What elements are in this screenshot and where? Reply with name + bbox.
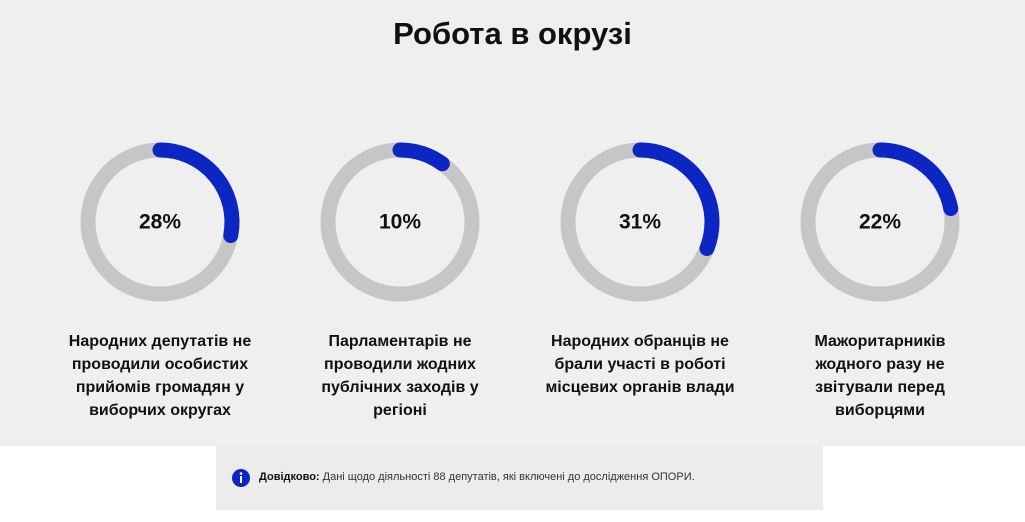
- gauge-arc: [152, 142, 240, 243]
- gauge-description: Народних обранців не брали участі в робо…: [545, 333, 735, 396]
- note-body: Дані щодо діяльності 88 депутатів, які в…: [322, 471, 695, 483]
- gauge-description: Мажоритарників жодного разу не звітували…: [814, 333, 946, 419]
- value-label: 28%: [139, 211, 181, 234]
- note-text: Довідково: Дані щодо діяльності 88 депут…: [259, 471, 695, 483]
- note-box: Довідково: Дані щодо діяльності 88 депут…: [216, 446, 823, 510]
- gauge-arc: [872, 142, 959, 217]
- value-label: 31%: [619, 211, 661, 234]
- gauge-arc: [392, 142, 450, 172]
- note-label: Довідково:: [259, 471, 320, 483]
- value-label: 10%: [379, 211, 421, 234]
- info-icon: [232, 469, 250, 487]
- chart: 28% 10% 31% 22%: [80, 142, 960, 302]
- value-label: 22%: [859, 211, 901, 234]
- gauge-description: Парламентарів не проводили жодних публіч…: [321, 333, 479, 419]
- gauge-description: Народних депутатів не проводили особисти…: [68, 333, 252, 419]
- chart-title: Робота в окрузі: [393, 16, 632, 51]
- gauge-arc: [632, 142, 720, 257]
- panel: [0, 0, 1025, 446]
